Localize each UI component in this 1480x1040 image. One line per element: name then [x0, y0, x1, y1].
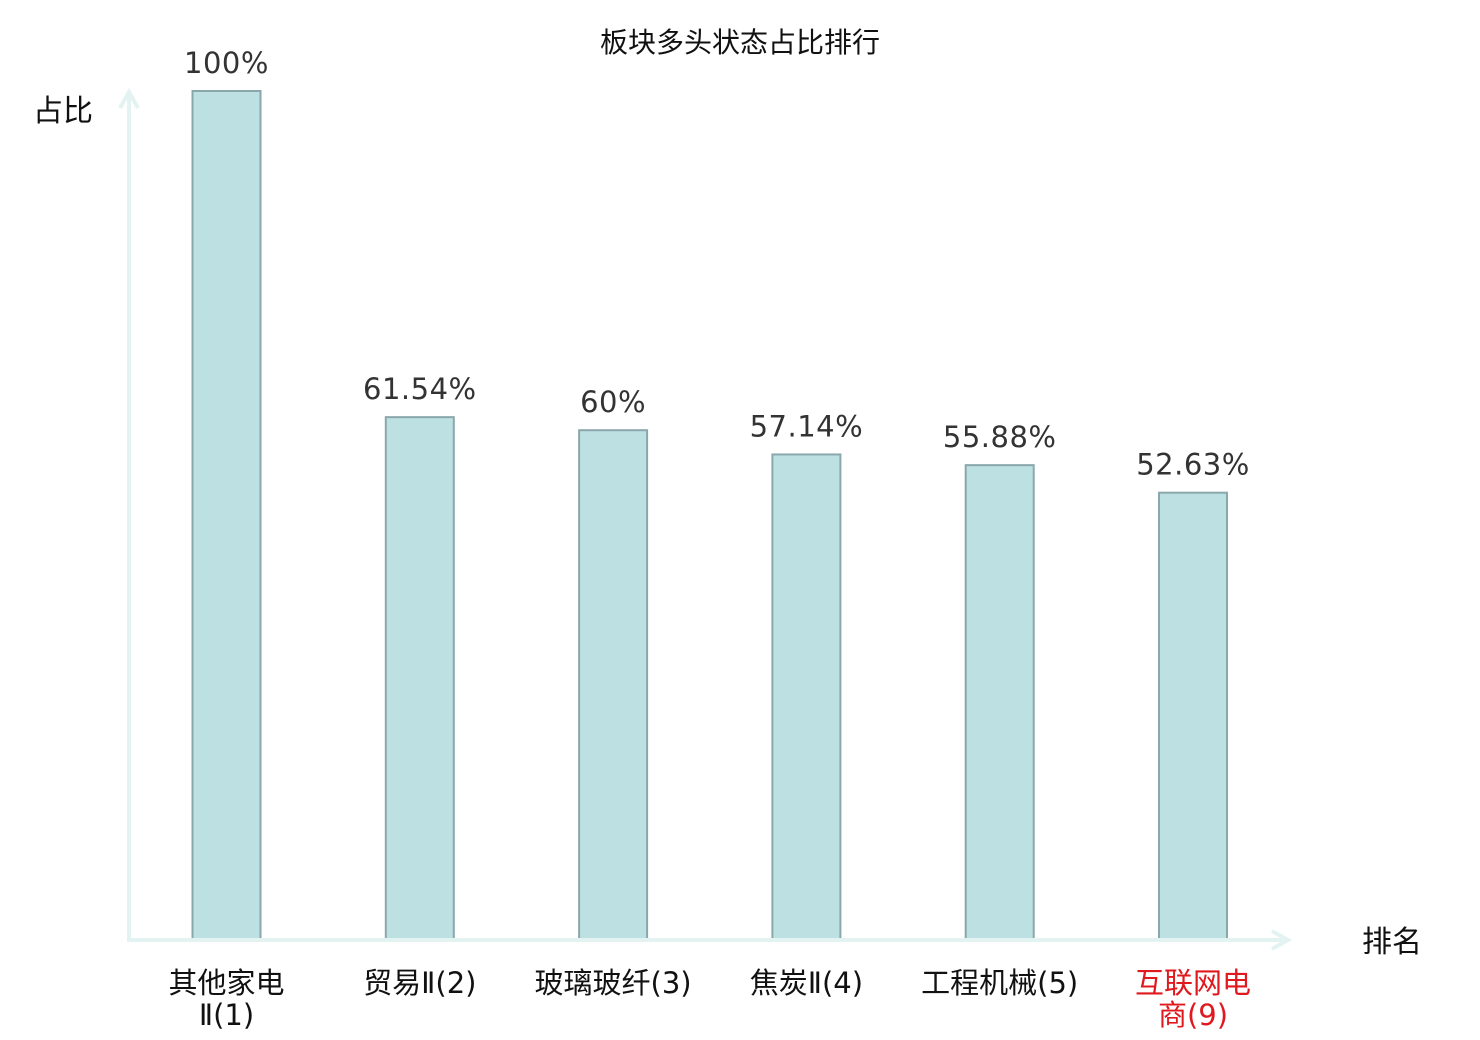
- y-axis-label: 占比: [33, 94, 93, 129]
- bar-2: [384, 416, 455, 940]
- category-label-2-line-1: 贸易Ⅱ(2): [363, 966, 476, 1000]
- category-label-5: 工程机械(5): [921, 966, 1078, 1000]
- bar-3: [578, 429, 649, 940]
- y-axis-arrow: [118, 87, 140, 109]
- value-labels-group: 100% 61.54% 60% 57.14% 55.88% 52.63%: [184, 46, 1250, 482]
- category-label-4-line-1: 焦炭Ⅱ(4): [750, 966, 863, 1000]
- category-label-5-line-1: 工程机械(5): [921, 966, 1078, 1000]
- bar-5: [964, 464, 1035, 940]
- chart-title: 板块多头状态占比排行: [600, 26, 880, 59]
- value-label-5: 55.88%: [943, 420, 1057, 454]
- value-label-3: 60%: [580, 385, 646, 419]
- category-label-1: 其他家电 Ⅱ(1): [168, 966, 284, 1032]
- value-label-2: 61.54%: [363, 372, 477, 406]
- x-axis: [127, 929, 1293, 951]
- category-label-2: 贸易Ⅱ(2): [363, 966, 476, 1000]
- category-labels-group: 其他家电 Ⅱ(1) 贸易Ⅱ(2) 玻璃玻纤(3) 焦炭Ⅱ(4) 工程机械(5) 互联网电商(…: [168, 966, 1251, 1032]
- category-label-3-line-1: 玻璃玻纤(3): [535, 966, 692, 1000]
- category-label-1-line-2: Ⅱ(1): [199, 998, 254, 1032]
- category-label-6-line-1: 互联网电: [1135, 966, 1251, 1000]
- value-label-6: 52.63%: [1136, 448, 1250, 482]
- bars-group: [191, 90, 1228, 940]
- x-axis-label: 排名: [1362, 925, 1422, 960]
- bar-4: [771, 453, 842, 940]
- bar-1: [191, 90, 262, 940]
- value-label-1: 100%: [184, 46, 269, 80]
- category-label-1-line-1: 其他家电: [168, 966, 284, 1000]
- bar-6: [1158, 491, 1228, 940]
- category-label-4: 焦炭Ⅱ(4): [750, 966, 863, 1000]
- value-label-4: 57.14%: [750, 409, 864, 443]
- category-label-6: 互联网电商(9): [1135, 966, 1251, 1032]
- y-axis: [118, 87, 140, 940]
- category-label-3: 玻璃玻纤(3): [535, 966, 692, 1000]
- category-label-6-line-2: 商(9): [1158, 998, 1228, 1032]
- x-axis-arrow: [1271, 929, 1293, 951]
